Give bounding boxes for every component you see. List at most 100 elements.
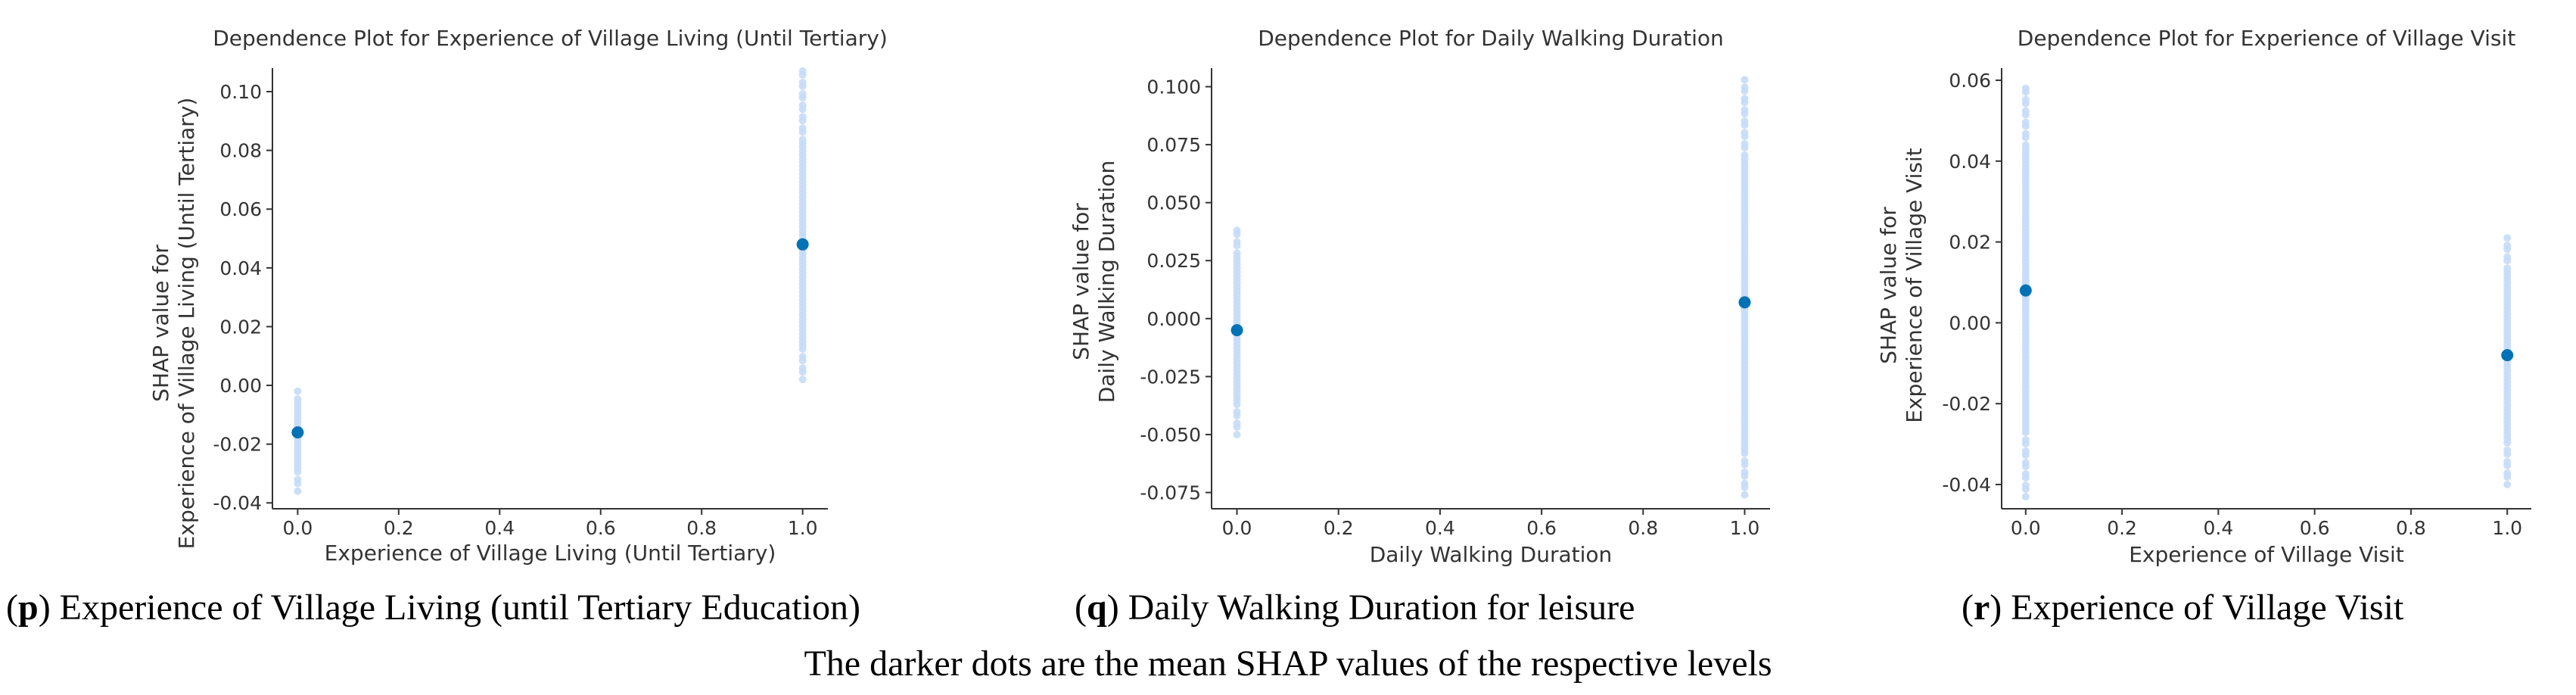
panel-r-data-point — [2021, 95, 2030, 104]
panel-q-y-tick-label: -0.075 — [1140, 482, 1201, 504]
panel-r-x-tick-label: 0.8 — [2396, 517, 2426, 539]
panel-q-x-tick-label: 0.2 — [1324, 517, 1354, 539]
panel-r-data-point — [2021, 118, 2030, 126]
panel-q-data-point — [1741, 151, 1749, 160]
panel-p-x-tick-label: 1.0 — [788, 517, 818, 539]
panel-p-data-point — [798, 376, 807, 384]
panel-r-x-axis-label: Experience of Village Visit — [2129, 542, 2404, 567]
panel-p-y-tick-label: 0.04 — [219, 257, 262, 279]
panel-r-x-tick-label: 1.0 — [2492, 517, 2522, 539]
panel-p-data-point — [798, 90, 807, 98]
panel-q-data-point — [1233, 249, 1241, 257]
panel-p-y-tick-label: -0.04 — [213, 492, 262, 514]
panel-q-y-tick-label: 0.100 — [1146, 76, 1201, 98]
caption-r: (r) Experience of Village Visit — [1962, 587, 2404, 628]
panel-r-title: Dependence Plot for Experience of Villag… — [2018, 26, 2515, 51]
panel-q-data-point — [1741, 76, 1749, 84]
panel-q-mean-point-0 — [1230, 324, 1243, 337]
panel-r-data-point — [2021, 84, 2030, 92]
panel-r-y-tick-label: 0.06 — [1949, 70, 1991, 92]
caption-q-text: Daily Walking Duration for leisure — [1128, 587, 1635, 628]
panel-r-data-point — [2021, 470, 2030, 478]
panel-p-x-tick-label: 0.2 — [384, 517, 414, 539]
panel-q-axes: -0.075 -0.050 -0.025 0.000 0.025 0.050 0.075 0.… — [1140, 68, 1770, 539]
caption-p: (p) Experience of Village Living (until … — [6, 587, 860, 628]
panel-p-data-point — [294, 394, 302, 403]
panel-p-x-axis-label: Experience of Village Living (Until Tert… — [325, 541, 776, 566]
panel-r-data-point — [2503, 234, 2512, 242]
panel-r-data-point — [2503, 457, 2512, 466]
panel-q-data-point — [1233, 430, 1241, 438]
panel-p-y-axis-label-line1: SHAP value for — [148, 245, 173, 402]
panel-q-data-point — [1741, 83, 1749, 92]
panel-r-axes: -0.04 -0.02 0.00 0.02 0.04 0.06 0.0 0.2 0.4 0.6 0.… — [1942, 68, 2531, 539]
panel-q-y-tick-label: 0.075 — [1146, 134, 1201, 156]
panel-r-data-point — [2021, 129, 2030, 138]
panel-q-x-tick-label: 0.0 — [1222, 517, 1252, 539]
panel-p-data-point — [294, 475, 302, 484]
caption-r-letter: r — [1974, 587, 1990, 628]
panel-q-data-point — [1233, 419, 1241, 428]
panel-p-data-point — [798, 67, 807, 75]
caption-p-letter: p — [18, 587, 39, 628]
panel-p-y-tick-label: -0.02 — [213, 434, 262, 456]
panel-q-points — [1230, 76, 1751, 499]
panel-r-data-point — [2021, 459, 2030, 467]
panel-r-mean-point-0 — [2019, 284, 2032, 297]
panel-r-data-point — [2503, 446, 2512, 454]
panel-q-y-axis-label-line2: Daily Walking Duration — [1094, 161, 1119, 404]
panel-r-y-axis-label-line2: Experience of Village Visit — [1902, 148, 1927, 423]
panel-q-x-tick-label: 1.0 — [1730, 517, 1760, 539]
panel-q-data-point — [1741, 106, 1749, 114]
panel-q-y-tick-label: 0.050 — [1146, 192, 1201, 214]
panel-p-data-point — [798, 78, 807, 86]
panel-q-y-tick-label: -0.025 — [1140, 366, 1201, 388]
panel-q-x-tick-label: 0.4 — [1425, 517, 1455, 539]
panel-p-data-point — [798, 136, 807, 144]
panel-p-x-tick-label: 0.0 — [282, 517, 313, 539]
panel-q-data-point — [1233, 408, 1241, 416]
panel-r-data-point — [2503, 469, 2512, 477]
panel-p-x-tick-label: 0.8 — [686, 517, 717, 539]
panel-r-data-point — [2021, 436, 2030, 444]
panel-r-y-tick-label: 0.02 — [1949, 232, 1991, 254]
panel-r-y-axis-label-line1: SHAP value for — [1876, 207, 1901, 364]
panel-r-x-tick-label: 0.6 — [2300, 517, 2330, 539]
panel-p-data-point — [798, 124, 807, 132]
panel-q-data-point — [1233, 226, 1241, 235]
panel-q-y-tick-label: 0.025 — [1146, 250, 1201, 272]
panel-p-data-point — [798, 364, 807, 372]
panel-p-y-tick-label: 0.10 — [219, 81, 262, 103]
panel-q-x-tick-label: 0.6 — [1526, 517, 1557, 539]
panel-r-chart: Dependence Plot for Experience of Villag… — [1876, 26, 2531, 567]
panel-q-data-point — [1741, 491, 1749, 499]
panel-q-data-point — [1741, 468, 1749, 476]
panel-p-y-tick-label: 0.08 — [219, 140, 262, 162]
panel-r-points — [2019, 84, 2514, 500]
panel-r-data-point — [2021, 107, 2030, 115]
panel-q-x-tick-label: 0.8 — [1628, 517, 1658, 539]
panel-q-x-axis-label: Daily Walking Duration — [1370, 542, 1613, 567]
panel-r-data-point — [2503, 480, 2512, 488]
panel-p-y-tick-label: 0.00 — [219, 375, 262, 397]
panel-r-data-point — [2021, 141, 2030, 149]
panel-q-y-tick-label: -0.050 — [1140, 424, 1201, 446]
panel-p-data-point — [294, 487, 302, 495]
panel-p-y-axis-label-line2: Experience of Village Living (Until Tert… — [174, 98, 199, 550]
caption-q-letter: q — [1087, 587, 1107, 628]
caption-r-text: Experience of Village Visit — [2011, 587, 2404, 628]
panel-p-y-tick-label: 0.02 — [219, 316, 262, 338]
panel-q-data-point — [1741, 140, 1749, 148]
panel-q-chart: Dependence Plot for Daily Walking Durati… — [1069, 26, 1770, 567]
panel-q-data-point — [1741, 117, 1749, 126]
panel-r-x-tick-label: 0.2 — [2107, 517, 2137, 539]
panel-r-y-tick-label: -0.04 — [1942, 474, 1991, 496]
panel-p-points — [291, 67, 809, 495]
panel-p-data-point — [294, 387, 302, 395]
panel-q-title: Dependence Plot for Daily Walking Durati… — [1258, 26, 1723, 51]
panel-p-y-tick-label: 0.06 — [219, 198, 262, 220]
panel-p-axes: -0.04 -0.02 0.00 0.02 0.04 0.06 0.08 0.10 0.0 0.2… — [213, 68, 828, 539]
panel-r-data-point — [2021, 492, 2030, 500]
panel-p-title: Dependence Plot for Experience of Villag… — [213, 26, 888, 51]
panel-p-chart: Dependence Plot for Experience of Villag… — [148, 26, 888, 566]
